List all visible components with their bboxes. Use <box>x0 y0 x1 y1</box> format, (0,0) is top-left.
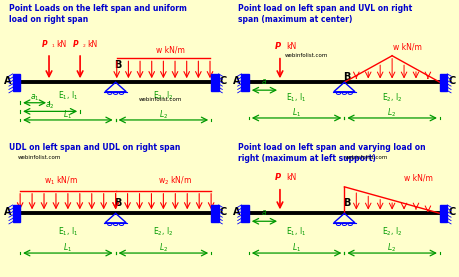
Text: P: P <box>274 173 280 182</box>
Text: webinfolist.com: webinfolist.com <box>18 155 61 160</box>
Text: kN: kN <box>285 173 296 182</box>
Text: E$_2$, I$_2$: E$_2$, I$_2$ <box>381 225 402 238</box>
Text: C: C <box>448 76 455 86</box>
Text: w kN/m: w kN/m <box>155 45 184 54</box>
Text: w$_2$ kN/m: w$_2$ kN/m <box>157 174 191 187</box>
Text: webinfolist.com: webinfolist.com <box>344 155 387 160</box>
Text: P: P <box>42 40 47 49</box>
Text: UDL on left span and UDL on right span: UDL on left span and UDL on right span <box>9 143 180 152</box>
Text: A: A <box>232 76 240 86</box>
Text: B: B <box>114 198 121 208</box>
Text: w kN/m: w kN/m <box>392 43 421 52</box>
Text: w$_1$ kN/m: w$_1$ kN/m <box>44 174 78 187</box>
Text: a$_1$: a$_1$ <box>30 92 39 103</box>
Text: L$_2$: L$_2$ <box>386 242 396 254</box>
Text: L$_2$: L$_2$ <box>158 242 168 254</box>
Text: kN: kN <box>285 42 296 51</box>
Text: webinfolist.com: webinfolist.com <box>284 53 328 58</box>
Polygon shape <box>439 205 446 222</box>
Text: C: C <box>219 207 226 217</box>
Text: A: A <box>4 76 11 86</box>
Text: C: C <box>448 207 455 217</box>
Text: P: P <box>73 40 78 49</box>
Polygon shape <box>241 74 248 91</box>
Text: E$_2$, I$_2$: E$_2$, I$_2$ <box>381 92 402 104</box>
Polygon shape <box>13 74 20 91</box>
Text: E$_1$, I$_1$: E$_1$, I$_1$ <box>285 92 306 104</box>
Text: a: a <box>262 208 266 217</box>
Text: P: P <box>274 42 280 51</box>
Text: B: B <box>342 72 349 82</box>
Text: $_2$: $_2$ <box>82 43 87 50</box>
Text: Point load on left span and varying load on
right (maximum at left support): Point load on left span and varying load… <box>237 143 425 163</box>
Polygon shape <box>241 205 248 222</box>
Text: L$_2$: L$_2$ <box>158 108 168 121</box>
Text: E$_1$, I$_1$: E$_1$, I$_1$ <box>57 89 78 102</box>
Text: a: a <box>262 77 266 86</box>
Text: E$_2$, I$_2$: E$_2$, I$_2$ <box>153 89 174 102</box>
Text: L$_2$: L$_2$ <box>386 106 396 119</box>
Text: $_1$: $_1$ <box>51 43 56 50</box>
Text: E$_2$, I$_2$: E$_2$, I$_2$ <box>153 225 174 238</box>
Text: webinfolist.com: webinfolist.com <box>138 97 181 102</box>
Polygon shape <box>211 74 218 91</box>
Text: kN: kN <box>87 40 97 49</box>
Text: Point load on left span and UVL on right
span (maximum at center): Point load on left span and UVL on right… <box>237 4 411 24</box>
Text: B: B <box>342 198 349 208</box>
Text: C: C <box>219 76 226 86</box>
Text: kN: kN <box>56 40 66 49</box>
Text: E$_1$, I$_1$: E$_1$, I$_1$ <box>285 225 306 238</box>
Polygon shape <box>439 74 446 91</box>
Text: A: A <box>232 207 240 217</box>
Text: Point Loads on the left span and uniform
load on right span: Point Loads on the left span and uniform… <box>9 4 186 24</box>
Text: E$_1$, I$_1$: E$_1$, I$_1$ <box>57 225 78 238</box>
Text: L$_1$: L$_1$ <box>291 242 301 254</box>
Text: w kN/m: w kN/m <box>403 174 432 183</box>
Polygon shape <box>13 205 20 222</box>
Text: L$_1$: L$_1$ <box>63 108 73 121</box>
Text: A: A <box>4 207 11 217</box>
Polygon shape <box>211 205 218 222</box>
Text: B: B <box>114 60 121 70</box>
Text: L$_1$: L$_1$ <box>291 106 301 119</box>
Text: a$_2$: a$_2$ <box>45 101 55 111</box>
Text: L$_1$: L$_1$ <box>63 242 73 254</box>
